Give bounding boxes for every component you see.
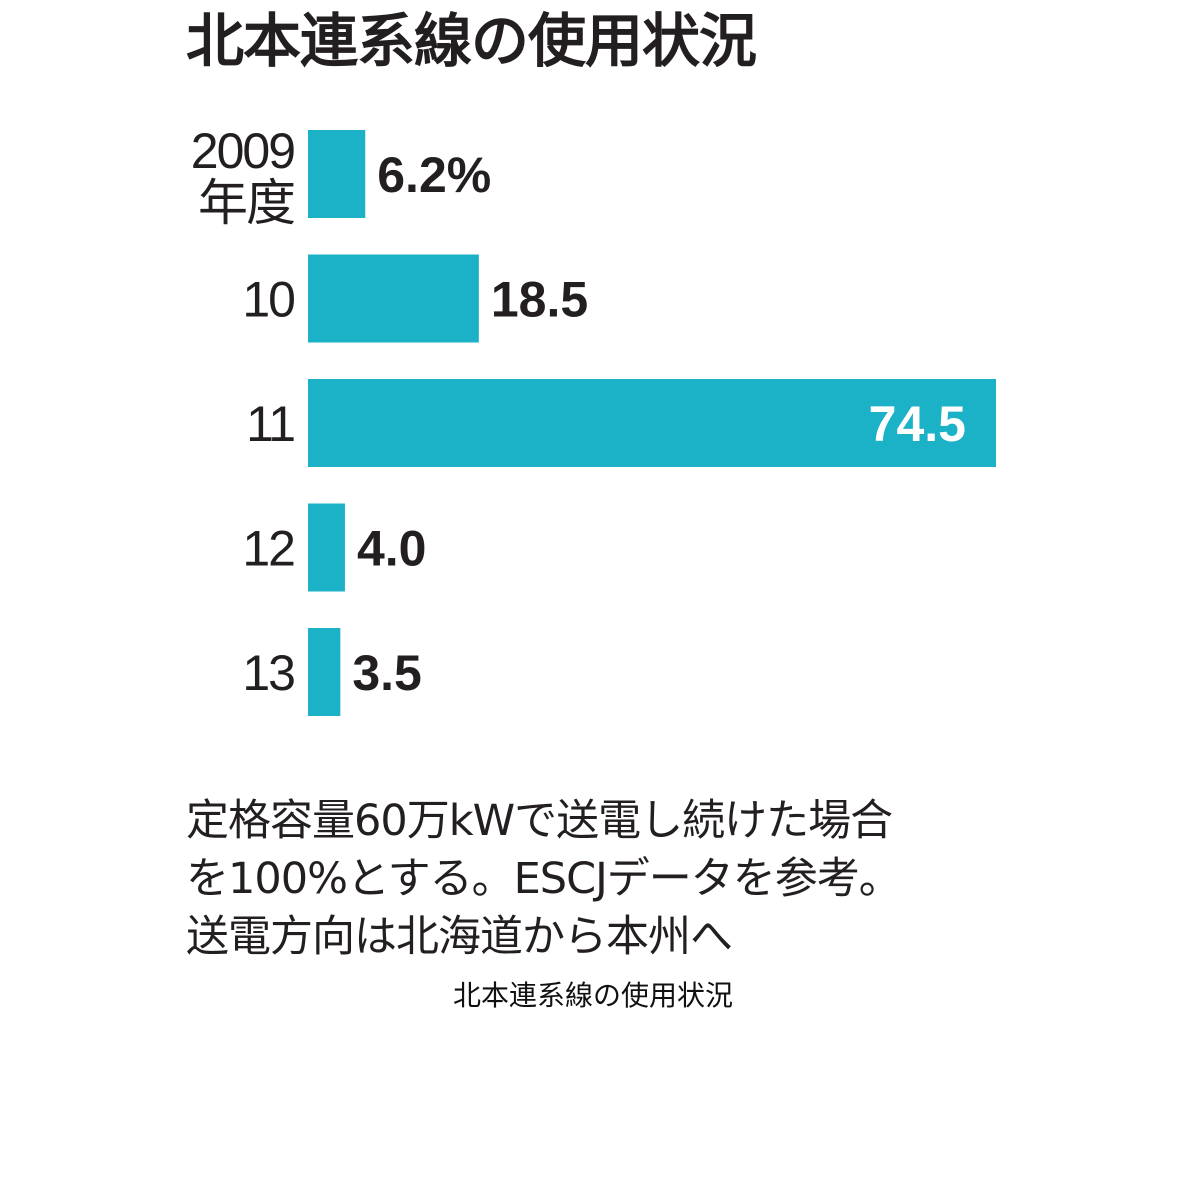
category-label-0: 2009 年度 <box>191 123 295 231</box>
chart-note: 定格容量60万kWで送電し続けた場合 を100%とする。ESCJデータを参考。 … <box>186 792 1046 966</box>
image-caption: 北本連系線の使用状況 <box>452 979 733 1012</box>
value-label-0: 6.2% <box>377 147 491 203</box>
value-label-4: 3.5 <box>352 645 422 701</box>
value-label-1: 18.5 <box>491 272 588 328</box>
bar-2 <box>308 379 996 467</box>
bar-1 <box>308 254 479 343</box>
bar-4 <box>308 628 341 716</box>
bar-3 <box>308 503 345 592</box>
category-label-1: 10 <box>242 272 294 328</box>
category-label-3: 12 <box>242 521 294 577</box>
bar-chart: 2009 年度 6.2% 10 18.5 11 74.5 12 4.0 13 3.5 <box>191 123 996 716</box>
category-label-4: 13 <box>242 645 294 701</box>
note-line-1: 定格容量60万kWで送電し続けた場合 <box>186 796 893 846</box>
note-line-2: を100%とする。ESCJデータを参考。 <box>186 854 902 904</box>
bar-0 <box>308 130 366 218</box>
chart-title: 北本連系線の使用状況 <box>186 7 757 75</box>
note-line-3: 送電方向は北海道から本州へ <box>186 912 733 962</box>
value-label-2: 74.5 <box>869 396 966 452</box>
value-label-3: 4.0 <box>357 521 427 577</box>
category-label-2: 11 <box>246 396 294 452</box>
